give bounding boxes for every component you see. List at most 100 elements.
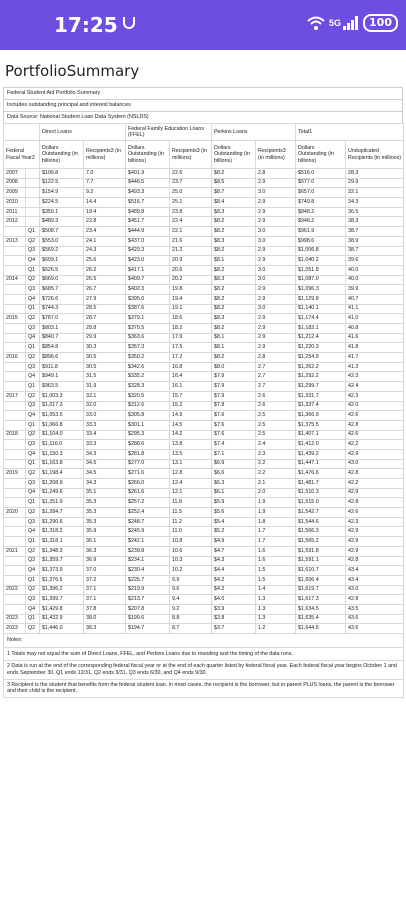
table-row: Q3 $1,359.7 36.9 $234.1 10.3 $4.3 1.6 $1,591.1 4… [3,555,405,567]
total-dollars-cell: $1,292.2 [295,371,347,383]
perkins-recipients-cell: 1.3 [255,603,297,615]
table-row: Q3 $911.8 30.5 $342.6 16.8 $8.0 2.7 $1,262.2 41.… [3,361,405,373]
total-dollars-cell: $657.0 [295,187,347,199]
status-bar: 17:25 5G 100 [0,0,406,50]
ffel-dollars-cell: $295.3 [125,429,170,441]
total-dollars-cell: $1,565.2 [295,536,347,547]
direct-recipients-cell: 32.0 [83,400,126,412]
direct-recipients-cell: 28.7 [83,313,126,324]
table-row: Q3 $569.2 24.3 $429.3 21.2 $8.2 2.9 $1,006.8 38.… [3,245,405,257]
ffel-dollars-cell: $335.2 [125,371,170,383]
total-recipients-cell: 42.9 [345,545,405,557]
perkins-recipients-cell: 1.7 [255,526,297,538]
direct-dollars-cell: $1,249.6 [39,487,84,499]
table-row: 2008 $122.5 7.7 $446.5 23.7 $8.5 2.9 $577.0 29.9 [3,177,405,189]
total-dollars-cell: $998.6 [295,235,347,247]
ffel-dollars-cell: $301.1 [125,419,170,431]
direct-dollars-cell: $154.9 [39,187,84,199]
perkins-recipients-cell: 1.5 [255,565,297,576]
direct-dollars-cell: $224.5 [39,197,84,208]
quarter-cell [25,206,40,218]
fiscal-year-cell [3,536,26,547]
perkins-recipients-cell: 2.9 [255,216,297,228]
direct-dollars-cell: $1,284.7 [39,507,84,518]
table-row: Q4 $1,318.2 35.9 $245.9 11.0 $5.2 1.7 $1,566.3 4… [3,526,405,538]
ffel-dollars-cell: $401.9 [125,168,170,179]
perkins-dollars-cell: $4.2 [211,574,257,586]
direct-dollars-cell: $1,396.2 [39,584,84,596]
quarter-cell: Q2 [25,429,40,441]
quarter-cell: Q1 [25,536,40,547]
quarter-cell [25,216,40,228]
ffel-dollars-cell: $387.6 [125,303,170,315]
direct-dollars-cell: $508.7 [39,226,84,237]
total-dollars-cell: $1,635.4 [295,613,347,625]
ffel-dollars-cell: $451.7 [125,216,170,228]
table-row: Q4 $726.6 27.9 $395.0 19.4 $8.2 2.9 $1,129.8 40.… [3,293,405,305]
header-perkins-dollars: Dollars Outstanding (in billions) [211,140,257,169]
direct-dollars-cell: $122.5 [39,177,84,189]
table-row: Q4 $1,249.6 35.1 $261.6 12.1 $6.1 2.0 $1,510.3 4… [3,487,405,499]
direct-dollars-cell: $949.1 [39,371,84,383]
fiscal-year-cell [3,293,26,305]
quarter-cell: Q2 [25,545,40,557]
perkins-recipients-cell: 2.9 [255,342,297,354]
group-direct-loans: Direct Loans [39,123,126,141]
perkins-dollars-cell: $8.2 [211,245,257,257]
fiscal-year-cell [3,332,26,344]
quarter-cell: Q2 [25,313,40,324]
quarter-cell: Q3 [25,439,40,450]
perkins-dollars-cell: $5.2 [211,526,257,538]
ffel-dollars-cell: $213.7 [125,594,170,605]
total-dollars-cell: $1,006.8 [295,245,347,257]
total-recipients-cell: 40.0 [345,274,405,286]
table-row: Q1 $963.5 31.9 $328.3 16.1 $7.9 2.7 $1,299.7 42.… [3,381,405,392]
perkins-recipients-cell: 2.9 [255,255,297,266]
total-recipients-cell: 42.6 [345,410,405,421]
ffel-dollars-cell: $312.6 [125,400,170,412]
direct-dollars-cell: $911.8 [39,361,84,373]
direct-dollars-cell: $803.1 [39,323,84,334]
total-recipients-cell: 41.1 [345,303,405,315]
ffel-dollars-cell: $271.6 [125,468,170,479]
quarter-cell: Q4 [25,410,40,421]
perkins-recipients-cell: 2.7 [255,361,297,373]
total-dollars-cell: $1,515.0 [295,497,347,509]
direct-dollars-cell: $553.0 [39,235,84,247]
total-dollars-cell: $1,337.4 [295,400,347,412]
quarter-cell: Q1 [25,381,40,392]
ffel-recipients-cell: 17.2 [168,352,213,363]
fiscal-year-cell: 2008 [3,177,26,189]
ffel-dollars-cell: $402.3 [125,284,170,295]
total-recipients-cell: 42.9 [345,536,405,547]
quarter-cell: Q4 [25,603,40,615]
total-recipients-cell: 28.3 [345,168,405,179]
total-dollars-cell: $1,566.3 [295,526,347,538]
total-recipients-cell: 42.9 [345,487,405,499]
table-row: Q1 $744.3 28.5 $387.6 19.1 $8.2 3.0 $1,140.1 41.… [3,303,405,315]
fiscal-year-cell: 2014 [3,274,26,286]
total-recipients-cell: 43.4 [345,574,405,586]
direct-recipients-cell: 7.0 [83,168,126,179]
direct-dollars-cell: $1,373.9 [39,565,84,576]
total-recipients-cell: 42.6 [345,507,405,518]
wifi-icon [307,16,325,30]
total-dollars-cell: $1,610.7 [295,565,347,576]
total-dollars-cell: $1,140.1 [295,303,347,315]
total-recipients-cell: 42.8 [345,594,405,605]
perkins-dollars-cell: $7.1 [211,448,257,460]
table-row: 2016 Q2 $896.6 30.5 $350.2 17.2 $8.2 2.8 $1,254.… [3,352,405,363]
table-row: Q4 $1,373.9 37.0 $230.4 10.2 $4.4 1.5 $1,610.7 4… [3,565,405,576]
perkins-recipients-cell: 2.9 [255,245,297,257]
direct-recipients-cell: 26.2 [83,264,126,276]
quarter-cell: Q4 [25,448,40,460]
perkins-dollars-cell: $8.0 [211,361,257,373]
direct-dollars-cell: $726.6 [39,293,84,305]
total-recipients-cell: 42.4 [345,381,405,392]
ffel-dollars-cell: $277.0 [125,458,170,470]
table-row: 2023 Q1 $1,432.9 38.0 $199.6 8.8 $3.8 1.3 $1,635… [3,613,405,625]
table-row: Q3 $1,116.0 33.3 $288.6 13.8 $7.4 2.4 $1,412.0 4… [3,439,405,450]
quarter-cell: Q4 [25,526,40,538]
table-row: Q3 $803.1 28.8 $370.5 18.2 $8.2 2.9 $1,182.1 40.… [3,323,405,334]
perkins-dollars-cell: $8.2 [211,303,257,315]
